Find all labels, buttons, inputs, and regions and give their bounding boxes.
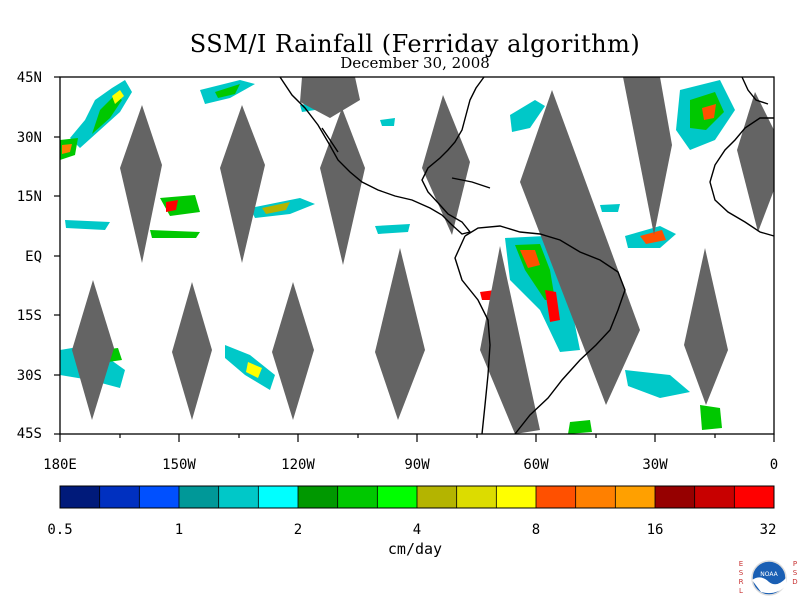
colorbar-swatch <box>456 486 497 508</box>
rain-cluster <box>568 420 592 434</box>
map-date: December 30, 2008 <box>340 54 490 72</box>
rain-cluster <box>380 118 395 126</box>
south-america-coast <box>454 225 626 435</box>
lon-label: 60W <box>523 457 549 473</box>
rain-cluster <box>150 230 200 238</box>
lon-label: 120W <box>281 457 315 473</box>
latitude-labels: 45N 30N 15N EQ 15S 30S 45S <box>17 70 42 442</box>
rain-cluster <box>600 204 620 212</box>
axis-ticks <box>54 76 775 442</box>
lon-label: 180E <box>43 457 77 473</box>
colorbar-swatch <box>337 486 378 508</box>
swath-gap <box>684 248 728 405</box>
rain-cluster <box>62 144 72 154</box>
colorbar-swatch <box>734 486 775 508</box>
swath-gap <box>623 77 672 235</box>
cuba-coast <box>451 177 491 189</box>
colorbar-swatch <box>655 486 696 508</box>
lat-label: 30N <box>17 130 42 146</box>
colorbar-swatch <box>575 486 616 508</box>
colorbar-frame <box>59 485 775 509</box>
lon-label: 30W <box>642 457 668 473</box>
lon-label: 90W <box>404 457 430 473</box>
lat-label: 15S <box>17 308 42 324</box>
colorbar-swatch <box>60 486 101 508</box>
lat-label: 45N <box>17 70 42 86</box>
europe-coast <box>741 76 769 105</box>
colorbar-tick: 4 <box>413 522 421 538</box>
colorbar-swatch <box>139 486 180 508</box>
noaa-emblem-text: NOAA <box>760 571 778 578</box>
lon-label: 150W <box>162 457 196 473</box>
noaa-bird-icon <box>752 577 786 594</box>
rain-cluster <box>545 290 560 322</box>
colorbar-tick-labels: 0.5 1 2 4 8 16 32 <box>47 522 776 538</box>
colorbar-swatch <box>615 486 656 508</box>
coastlines <box>279 76 775 435</box>
rain-bands <box>60 80 735 434</box>
swath-gap <box>72 280 114 420</box>
baja-coast <box>321 127 339 153</box>
rain-cluster <box>625 370 690 398</box>
lat-label: 30S <box>17 368 42 384</box>
swath-gap <box>272 282 314 420</box>
colorbar-tick: 8 <box>532 522 540 538</box>
rain-cluster <box>65 220 110 230</box>
rain-cluster <box>375 224 410 234</box>
africa-coast <box>709 117 775 237</box>
rain-cluster <box>246 362 262 378</box>
rain-cluster <box>700 405 722 430</box>
colorbar-units: cm/day <box>387 540 443 558</box>
colorbar-tick: 1 <box>175 522 183 538</box>
no-data-swaths <box>72 77 774 434</box>
rain-cluster <box>262 202 290 214</box>
lat-label: EQ <box>25 249 42 265</box>
swath-gap <box>120 105 162 263</box>
swath-gap <box>220 105 265 263</box>
lat-label: 45S <box>17 426 42 442</box>
rain-cluster <box>166 200 178 212</box>
colorbar-swatch <box>99 486 140 508</box>
longitude-labels: 180E 150W 120W 90W 60W 30W 0 <box>43 457 778 473</box>
swath-gap <box>480 246 540 434</box>
colorbar-swatch <box>694 486 735 508</box>
swath-gap <box>375 248 425 420</box>
rain-cluster <box>92 95 122 134</box>
swath-gap <box>300 77 360 118</box>
map-title: SSM/I Rainfall (Ferriday algorithm) <box>189 30 641 58</box>
lon-label: 0 <box>770 457 778 473</box>
colorbar-swatch <box>179 486 220 508</box>
lat-label: 15N <box>17 189 42 205</box>
colorbar-swatch <box>536 486 577 508</box>
rain-cluster <box>510 100 545 132</box>
rain-cluster <box>702 104 716 120</box>
colorbar-swatch <box>377 486 418 508</box>
rain-cluster <box>112 90 124 104</box>
swath-gap <box>172 282 212 420</box>
colorbar-swatch <box>496 486 537 508</box>
colorbar-tick: 16 <box>647 522 664 538</box>
colorbar <box>60 486 775 508</box>
rain-cluster <box>215 84 240 98</box>
rain-cluster <box>640 230 666 244</box>
colorbar-swatch <box>417 486 458 508</box>
colorbar-swatch <box>298 486 339 508</box>
rain-cluster <box>520 250 540 268</box>
swath-gap <box>422 95 470 235</box>
colorbar-separators <box>99 486 735 508</box>
colorbar-tick: 32 <box>760 522 777 538</box>
north-america-coast <box>279 76 485 235</box>
colorbar-tick: 0.5 <box>47 522 72 538</box>
swath-gap <box>520 90 640 405</box>
colorbar-tick: 2 <box>294 522 302 538</box>
colorbar-swatch <box>258 486 299 508</box>
colorbar-swatch <box>218 486 259 508</box>
